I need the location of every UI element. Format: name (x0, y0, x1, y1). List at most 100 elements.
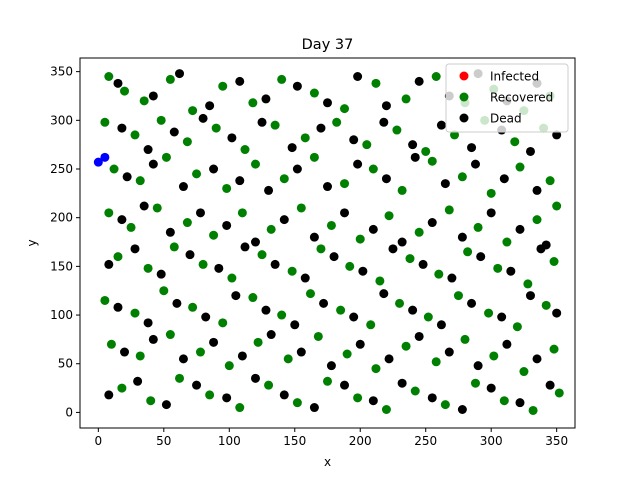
data-point (130, 244, 140, 254)
data-point (519, 367, 529, 377)
data-point (106, 339, 116, 349)
data-point (326, 220, 336, 230)
data-point (152, 203, 162, 213)
data-point (296, 203, 306, 213)
data-point (436, 120, 446, 130)
data-point (113, 78, 123, 88)
data-point (340, 208, 350, 218)
data-point (486, 208, 496, 218)
data-point (397, 378, 407, 388)
data-point (388, 244, 398, 254)
data-point (222, 393, 232, 403)
x-tick-label: 50 (156, 434, 171, 448)
data-point (222, 183, 232, 193)
data-point (209, 164, 219, 174)
data-point (104, 72, 114, 81)
data-point (405, 254, 415, 264)
data-point (342, 349, 352, 359)
data-point (384, 211, 394, 221)
data-point (366, 320, 376, 330)
data-point (148, 334, 158, 344)
data-point (379, 289, 389, 299)
data-point (515, 398, 525, 408)
data-point (375, 276, 385, 286)
data-point (235, 76, 245, 86)
data-point (146, 396, 156, 406)
data-point (143, 263, 153, 273)
data-point (545, 176, 555, 186)
data-point (165, 227, 175, 237)
data-point (104, 208, 114, 218)
legend-label: Infected (490, 70, 539, 84)
data-point (440, 179, 450, 189)
data-point (470, 159, 480, 169)
data-point (355, 234, 365, 244)
data-point (316, 123, 326, 133)
data-point (257, 250, 267, 260)
data-point (248, 293, 258, 303)
data-point (182, 218, 192, 228)
data-point (205, 101, 215, 111)
data-point (172, 298, 182, 308)
data-point (156, 269, 166, 279)
data-point (227, 273, 237, 283)
legend-label: Dead (490, 112, 522, 126)
data-point (257, 117, 267, 127)
data-point (235, 176, 245, 186)
data-point (143, 145, 153, 155)
data-point (536, 244, 546, 254)
data-point (349, 312, 359, 322)
x-tick-label: 100 (218, 434, 241, 448)
data-point (381, 405, 391, 414)
data-point (473, 222, 483, 232)
data-point (532, 185, 542, 195)
y-tick-label: 100 (50, 308, 73, 322)
data-point (248, 98, 258, 108)
x-tick-label: 350 (545, 434, 568, 448)
data-point (175, 373, 185, 383)
data-point (414, 76, 424, 86)
data-point (139, 201, 149, 211)
data-point (287, 266, 297, 276)
data-point (148, 159, 158, 169)
data-point (450, 130, 460, 140)
data-point (198, 113, 208, 123)
data-point (319, 298, 329, 308)
x-tick-label: 300 (480, 434, 503, 448)
data-point (489, 351, 499, 361)
data-point (261, 94, 271, 104)
data-point (156, 115, 166, 125)
data-point (113, 252, 123, 262)
legend-marker (459, 71, 469, 81)
data-point (463, 247, 473, 257)
data-point (525, 291, 535, 301)
data-point (178, 354, 188, 364)
data-point (423, 312, 433, 322)
x-tick-label: 150 (283, 434, 306, 448)
data-point (292, 398, 302, 408)
data-point (264, 380, 274, 390)
data-point (549, 344, 559, 354)
data-point (300, 133, 310, 143)
data-point (135, 176, 145, 186)
data-point (126, 222, 136, 232)
data-point (159, 286, 169, 296)
data-point (332, 117, 342, 127)
data-point (283, 354, 293, 364)
data-point (427, 156, 437, 166)
data-point (261, 305, 271, 315)
data-point (502, 237, 512, 247)
data-point (545, 380, 555, 390)
data-point (502, 339, 512, 349)
data-point (218, 318, 228, 328)
data-point (323, 376, 332, 386)
data-point (515, 224, 525, 234)
data-point (358, 266, 368, 276)
data-point (440, 400, 450, 410)
data-point (345, 261, 355, 271)
data-point (473, 361, 483, 371)
x-tick-label: 200 (349, 434, 372, 448)
data-point (421, 146, 431, 156)
data-point (235, 403, 245, 413)
data-point (93, 157, 103, 167)
